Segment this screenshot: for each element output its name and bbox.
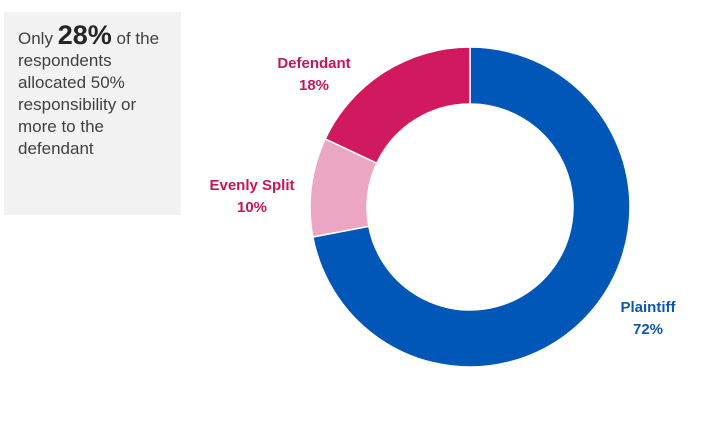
plaintiff-label: Plaintiff	[621, 299, 677, 316]
defendant-value: 18%	[299, 77, 329, 94]
donut-slices	[309, 46, 631, 368]
defendant-label: Defendant	[277, 55, 350, 72]
callout-highlight: 28%	[57, 20, 112, 50]
evenly-split-label: Evenly Split	[209, 177, 294, 194]
slice-plaintiff	[311, 46, 631, 368]
evenly-split-value: 10%	[237, 199, 267, 216]
callout-prefix: Only	[18, 29, 53, 48]
slice-defendant	[324, 46, 471, 165]
callout-suffix: of the respondents allocated 50% respons…	[18, 29, 160, 158]
callout-box: Only 28% of the respondents allocated 50…	[4, 12, 181, 215]
plaintiff-value: 72%	[633, 321, 663, 338]
